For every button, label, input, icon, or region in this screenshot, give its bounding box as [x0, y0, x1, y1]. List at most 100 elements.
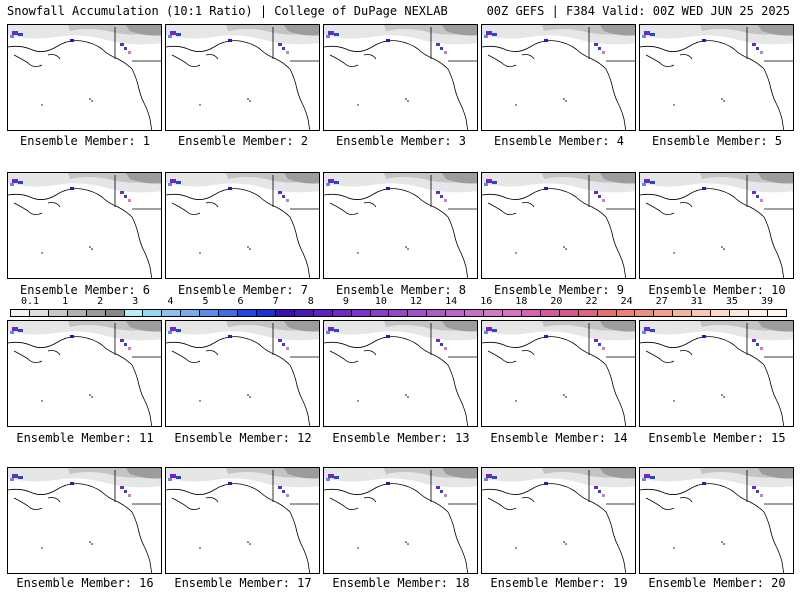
ensemble-map-panel — [639, 24, 794, 131]
colorbar-tick-label: 14 — [445, 296, 458, 307]
colorbar-tick-label: 10 — [374, 296, 387, 307]
ensemble-member-label: Ensemble Member: 1 — [19, 134, 151, 148]
snowfall-map — [324, 321, 477, 426]
snowfall-map — [166, 25, 319, 130]
colorbar-tick-label: 22 — [585, 296, 598, 307]
ensemble-member-label: Ensemble Member: 16 — [16, 576, 154, 590]
colorbar-tick-label: 3 — [132, 296, 139, 307]
colorbar-swatch — [200, 310, 220, 316]
colorbar-swatch — [692, 310, 712, 316]
colorbar-tick-label: 31 — [690, 296, 703, 307]
ensemble-map-panel — [481, 172, 636, 279]
colorbar-swatch — [484, 310, 503, 316]
snowfall-map — [482, 468, 635, 573]
colorbar-swatch — [578, 310, 598, 316]
colorbar-swatches — [10, 309, 787, 317]
ensemble-map-panel — [323, 467, 478, 574]
ensemble-member-label: Ensemble Member: 11 — [16, 431, 154, 445]
colorbar-swatch — [748, 310, 768, 316]
snowfall-map — [482, 321, 635, 426]
ensemble-map-panel — [639, 320, 794, 427]
ensemble-member-label: Ensemble Member: 10 — [648, 283, 786, 297]
snowfall-map — [166, 468, 319, 573]
colorbar-swatch — [521, 310, 541, 316]
ensemble-member-label: Ensemble Member: 3 — [335, 134, 467, 148]
colorbar-swatch — [11, 310, 30, 316]
colorbar-tick-label: 24 — [620, 296, 633, 307]
ensemble-map-panel — [639, 467, 794, 574]
snowfall-map — [324, 173, 477, 278]
ensemble-member-label: Ensemble Member: 8 — [335, 283, 467, 297]
colorbar-swatch — [446, 310, 466, 316]
colorbar-swatch — [124, 310, 144, 316]
snowfall-map — [482, 173, 635, 278]
colorbar-swatch — [654, 310, 674, 316]
snowfall-map — [640, 173, 793, 278]
ensemble-member-label: Ensemble Member: 7 — [177, 283, 309, 297]
colorbar-tick-label: 7 — [272, 296, 279, 307]
colorbar-swatch — [86, 310, 106, 316]
colorbar-swatch — [162, 310, 182, 316]
colorbar-tick-label: 6 — [237, 296, 244, 307]
ensemble-member-label: Ensemble Member: 2 — [177, 134, 309, 148]
ensemble-map-panel — [7, 172, 162, 279]
snowfall-map — [324, 25, 477, 130]
colorbar-tick-label: 9 — [342, 296, 349, 307]
colorbar-swatch — [370, 310, 390, 316]
colorbar-swatch — [29, 310, 49, 316]
ensemble-member-label: Ensemble Member: 12 — [174, 431, 312, 445]
ensemble-map-panel — [323, 172, 478, 279]
ensemble-map-panel — [165, 320, 320, 427]
colorbar-swatch — [767, 310, 786, 316]
colorbar-tick-label: 16 — [480, 296, 493, 307]
snowfall-map — [640, 25, 793, 130]
ensemble-map-panel — [165, 172, 320, 279]
ensemble-map-panel — [165, 467, 320, 574]
colorbar-swatch — [143, 310, 163, 316]
snowfall-map — [166, 173, 319, 278]
colorbar-swatch — [105, 310, 125, 316]
colorbar-swatch — [711, 310, 731, 316]
colorbar-swatch — [408, 310, 428, 316]
colorbar-swatch — [275, 310, 295, 316]
ensemble-map-panel — [7, 320, 162, 427]
colorbar-swatch — [673, 310, 693, 316]
snowfall-colorbar: 0.1 1 2 3 4 5 6 7 8 9 10 12 14 16 18 20 22 24 27 31 35 39 — [10, 296, 787, 320]
ensemble-member-label: Ensemble Member: 5 — [651, 134, 783, 148]
ensemble-map-panel — [7, 467, 162, 574]
colorbar-tick-label: 0.1 — [20, 296, 40, 307]
colorbar-swatch — [559, 310, 579, 316]
ensemble-member-label: Ensemble Member: 4 — [493, 134, 625, 148]
colorbar-swatch — [389, 310, 409, 316]
colorbar-tick-label: 27 — [655, 296, 668, 307]
colorbar-tick-label: 2 — [97, 296, 104, 307]
colorbar-swatch — [597, 310, 617, 316]
colorbar-tick-label: 8 — [307, 296, 314, 307]
colorbar-ticks: 0.1 1 2 3 4 5 6 7 8 9 10 12 14 16 18 20 22 24 27 31 35 39 — [10, 296, 787, 309]
ensemble-member-label: Ensemble Member: 19 — [490, 576, 628, 590]
colorbar-swatch — [238, 310, 257, 316]
snowfall-map — [8, 321, 161, 426]
ensemble-map-panel — [481, 24, 636, 131]
snowfall-map — [8, 25, 161, 130]
ensemble-map-panel — [7, 24, 162, 131]
colorbar-swatch — [332, 310, 352, 316]
snowfall-map — [640, 321, 793, 426]
colorbar-tick-label: 18 — [515, 296, 528, 307]
colorbar-swatch — [313, 310, 333, 316]
colorbar-swatch — [635, 310, 655, 316]
colorbar-tick-label: 4 — [167, 296, 174, 307]
colorbar-tick-label: 1 — [62, 296, 69, 307]
colorbar-tick-label: 5 — [202, 296, 209, 307]
ensemble-member-label: Ensemble Member: 6 — [19, 283, 151, 297]
colorbar-tick-label: 35 — [725, 296, 738, 307]
ensemble-map-panel — [323, 24, 478, 131]
ensemble-member-label: Ensemble Member: 18 — [332, 576, 470, 590]
ensemble-member-label: Ensemble Member: 13 — [332, 431, 470, 445]
colorbar-tick-label: 39 — [760, 296, 774, 307]
snowfall-map — [8, 173, 161, 278]
page-title: Snowfall Accumulation (10:1 Ratio) | Col… — [7, 4, 448, 18]
snowfall-map — [166, 321, 319, 426]
colorbar-swatch — [616, 310, 636, 316]
colorbar-swatch — [219, 310, 239, 316]
